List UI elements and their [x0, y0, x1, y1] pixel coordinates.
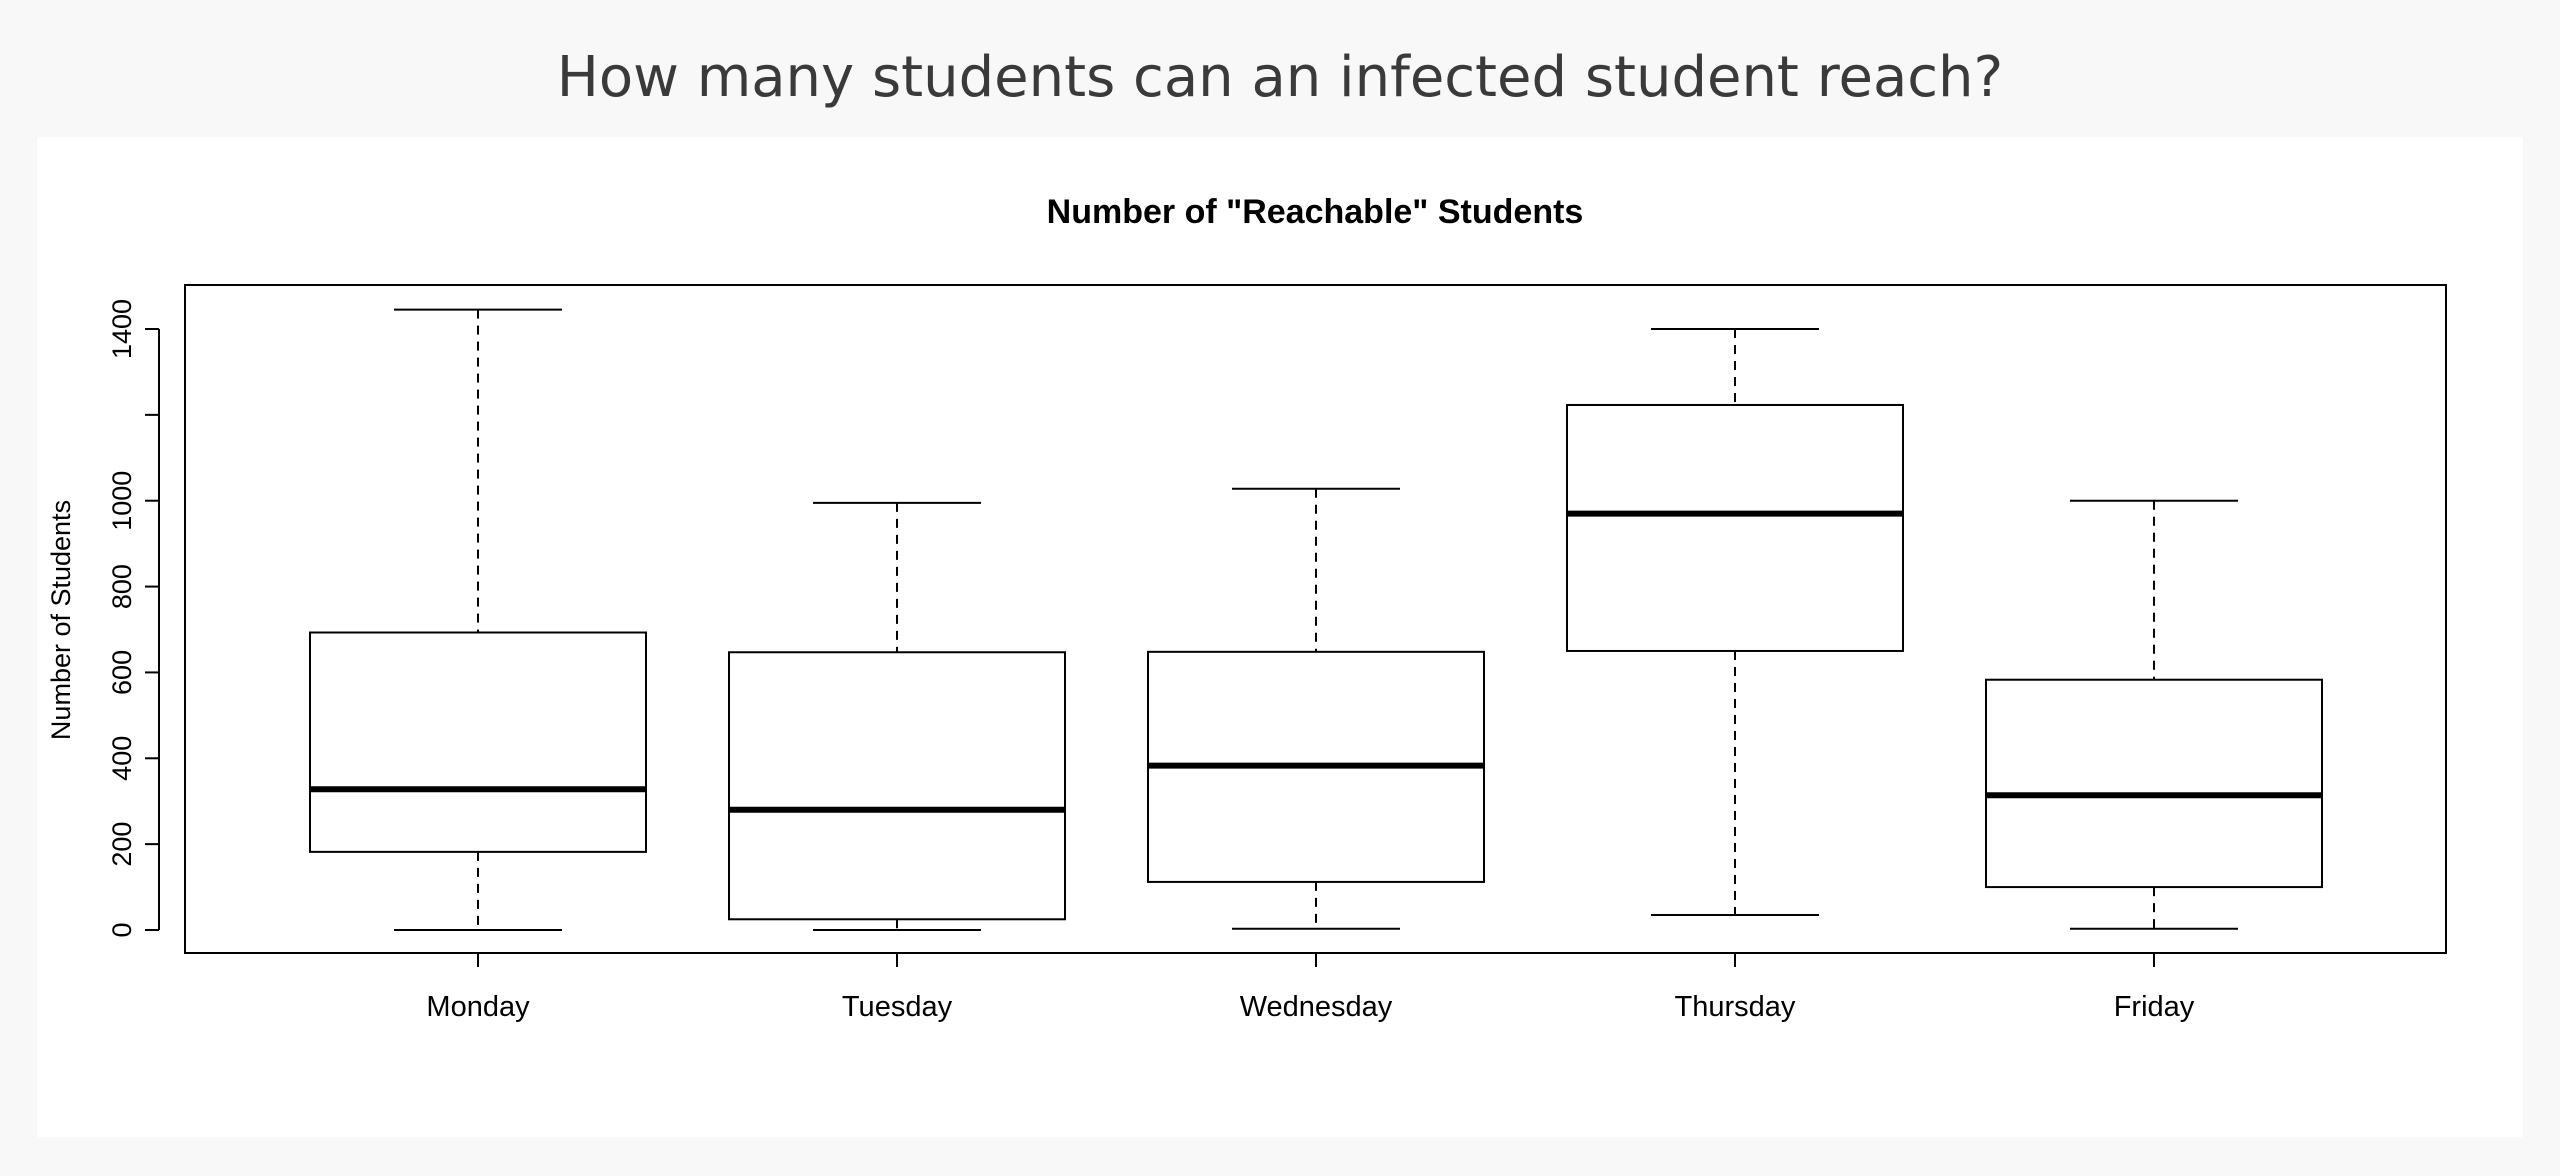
x-tick-label: Tuesday [842, 991, 953, 1023]
box-thursday [1566, 328, 1904, 916]
box-monday [309, 308, 647, 931]
page-title: How many students can an infected studen… [556, 45, 2004, 110]
x-tick-label: Friday [2114, 991, 2195, 1023]
y-axis-label: Number of Students [46, 500, 76, 740]
box-friday [1985, 499, 2323, 930]
box-tuesday [728, 501, 1066, 931]
box-wednesday [1147, 487, 1485, 930]
y-tick-label: 600 [107, 650, 137, 695]
iqr-box [1566, 403, 1904, 652]
chart-card: Number of "Reachable" Students Number of… [37, 137, 2523, 1137]
chart-title: Number of "Reachable" Students [1047, 193, 1584, 231]
y-tick-label: 1000 [107, 471, 137, 531]
y-tick-label: 800 [107, 564, 137, 609]
y-tick-label: 1400 [107, 299, 137, 359]
box-series [309, 308, 2323, 931]
x-tick-label: Thursday [1675, 991, 1796, 1023]
x-tick-label: Monday [426, 991, 530, 1023]
x-tick-label: Wednesday [1240, 991, 1393, 1023]
y-tick-label: 200 [107, 822, 137, 867]
y-tick-label: 400 [107, 736, 137, 781]
x-axis: Monday Tuesday Wednesday Thursday Friday [426, 952, 2195, 1023]
y-axis: 0 200 400 600 800 1000 1400 [107, 299, 160, 938]
iqr-box [309, 631, 647, 853]
iqr-box [728, 651, 1066, 921]
boxplot-chart: Number of "Reachable" Students Number of… [46, 193, 2447, 1023]
y-tick-label: 0 [107, 922, 137, 937]
iqr-box [1985, 678, 2323, 889]
